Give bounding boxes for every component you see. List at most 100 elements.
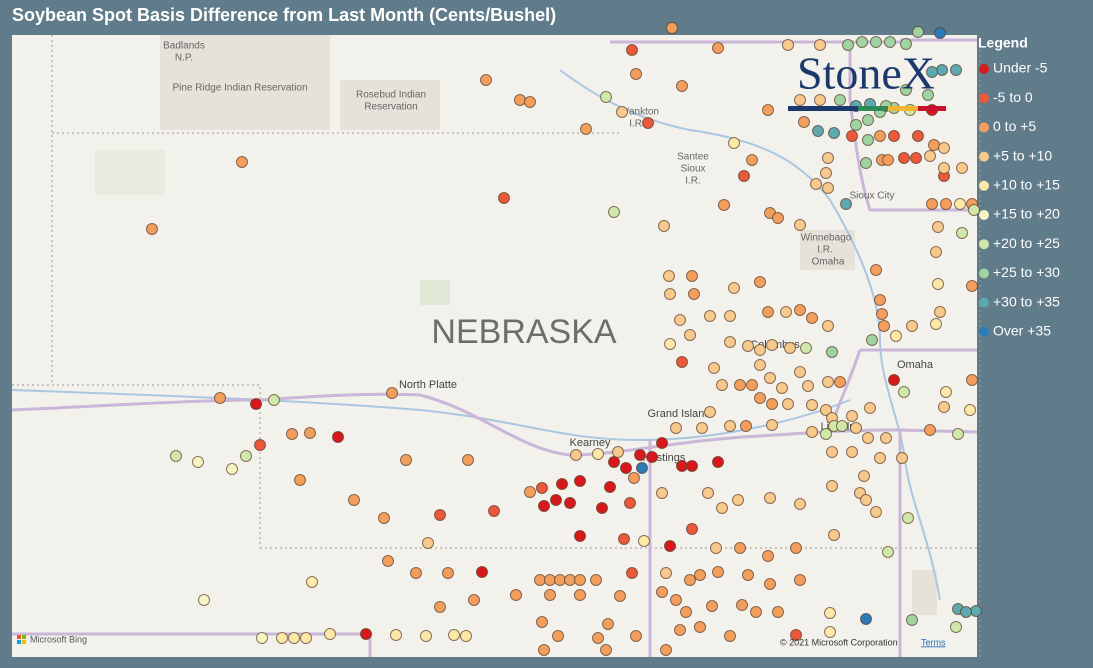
site-dot bbox=[766, 339, 778, 351]
site-dot bbox=[940, 198, 952, 210]
site-dot bbox=[782, 39, 794, 51]
site-dot bbox=[766, 398, 778, 410]
site-dot bbox=[940, 386, 952, 398]
site-dot bbox=[898, 152, 910, 164]
site-dot bbox=[912, 26, 924, 38]
site-dot bbox=[836, 420, 848, 432]
site-dot bbox=[762, 550, 774, 562]
site-dot bbox=[874, 130, 886, 142]
bing-icon bbox=[22, 635, 26, 639]
place-label: I.R. bbox=[629, 119, 645, 130]
site-dot bbox=[718, 199, 730, 211]
site-dot bbox=[434, 509, 446, 521]
site-dot bbox=[676, 460, 688, 472]
site-dot bbox=[882, 546, 894, 558]
site-dot bbox=[570, 449, 582, 461]
site-dot bbox=[870, 506, 882, 518]
site-dot bbox=[656, 487, 668, 499]
site-dot bbox=[968, 204, 980, 216]
site-dot bbox=[288, 632, 300, 644]
site-dot bbox=[390, 629, 402, 641]
site-dot bbox=[956, 227, 968, 239]
site-dot bbox=[214, 392, 226, 404]
site-dot bbox=[794, 94, 806, 106]
site-dot bbox=[694, 621, 706, 633]
site-dot bbox=[826, 446, 838, 458]
site-dot bbox=[670, 594, 682, 606]
site-dot bbox=[616, 106, 628, 118]
place-label: Yankton bbox=[623, 107, 659, 118]
site-dot bbox=[966, 374, 978, 386]
site-dot bbox=[556, 478, 568, 490]
site-dot bbox=[708, 362, 720, 374]
site-dot bbox=[680, 606, 692, 618]
site-dot bbox=[468, 594, 480, 606]
terms-link[interactable]: Terms bbox=[921, 637, 946, 647]
site-dot bbox=[780, 306, 792, 318]
legend-label: +10 to +15 bbox=[993, 177, 1060, 193]
logo: StoneX bbox=[797, 48, 935, 99]
site-dot bbox=[728, 282, 740, 294]
site-dot bbox=[762, 306, 774, 318]
site-dot bbox=[544, 574, 556, 586]
site-dot bbox=[646, 451, 658, 463]
site-dot bbox=[888, 130, 900, 142]
site-dot bbox=[860, 157, 872, 169]
site-dot bbox=[876, 308, 888, 320]
legend-swatch bbox=[979, 64, 989, 74]
site-dot bbox=[688, 288, 700, 300]
site-dot bbox=[382, 555, 394, 567]
site-dot bbox=[442, 567, 454, 579]
site-dot bbox=[856, 36, 868, 48]
site-dot bbox=[664, 540, 676, 552]
site-dot bbox=[712, 42, 724, 54]
site-dot bbox=[936, 64, 948, 76]
site-dot bbox=[826, 346, 838, 358]
site-dot bbox=[776, 382, 788, 394]
site-dot bbox=[256, 632, 268, 644]
legend-label: 0 to +5 bbox=[993, 118, 1036, 134]
site-dot bbox=[794, 498, 806, 510]
site-dot bbox=[676, 80, 688, 92]
site-dot bbox=[574, 530, 586, 542]
legend-label: +20 to +25 bbox=[993, 235, 1060, 251]
site-dot bbox=[826, 480, 838, 492]
city-label: Omaha bbox=[897, 359, 934, 371]
site-dot bbox=[658, 220, 670, 232]
legend-swatch bbox=[979, 151, 989, 162]
map-bg bbox=[12, 35, 977, 657]
site-dot bbox=[620, 462, 632, 474]
logo-bar bbox=[858, 106, 888, 111]
site-dot bbox=[846, 446, 858, 458]
site-dot bbox=[564, 497, 576, 509]
legend-swatch bbox=[979, 93, 989, 104]
site-dot bbox=[822, 182, 834, 194]
site-dot bbox=[660, 567, 672, 579]
site-dot bbox=[834, 376, 846, 388]
site-dot bbox=[932, 221, 944, 233]
site-dot bbox=[906, 320, 918, 332]
site-dot bbox=[742, 569, 754, 581]
site-dot bbox=[864, 402, 876, 414]
bing-icon bbox=[17, 635, 21, 639]
legend-swatch bbox=[979, 239, 989, 250]
site-dot bbox=[858, 470, 870, 482]
legend-swatch bbox=[979, 122, 989, 133]
site-dot bbox=[806, 399, 818, 411]
copyright: © 2021 Microsoft Corporation bbox=[780, 637, 898, 647]
site-dot bbox=[240, 450, 252, 462]
site-dot bbox=[928, 139, 940, 151]
site-dot bbox=[900, 84, 912, 96]
site-dot bbox=[670, 422, 682, 434]
site-dot bbox=[612, 446, 624, 458]
site-dot bbox=[660, 644, 672, 656]
site-dot bbox=[766, 419, 778, 431]
site-dot bbox=[806, 426, 818, 438]
site-dot bbox=[514, 94, 526, 106]
site-dot bbox=[332, 431, 344, 443]
site-dot bbox=[642, 117, 654, 129]
site-dot bbox=[814, 94, 826, 106]
bing-icon bbox=[17, 640, 21, 644]
